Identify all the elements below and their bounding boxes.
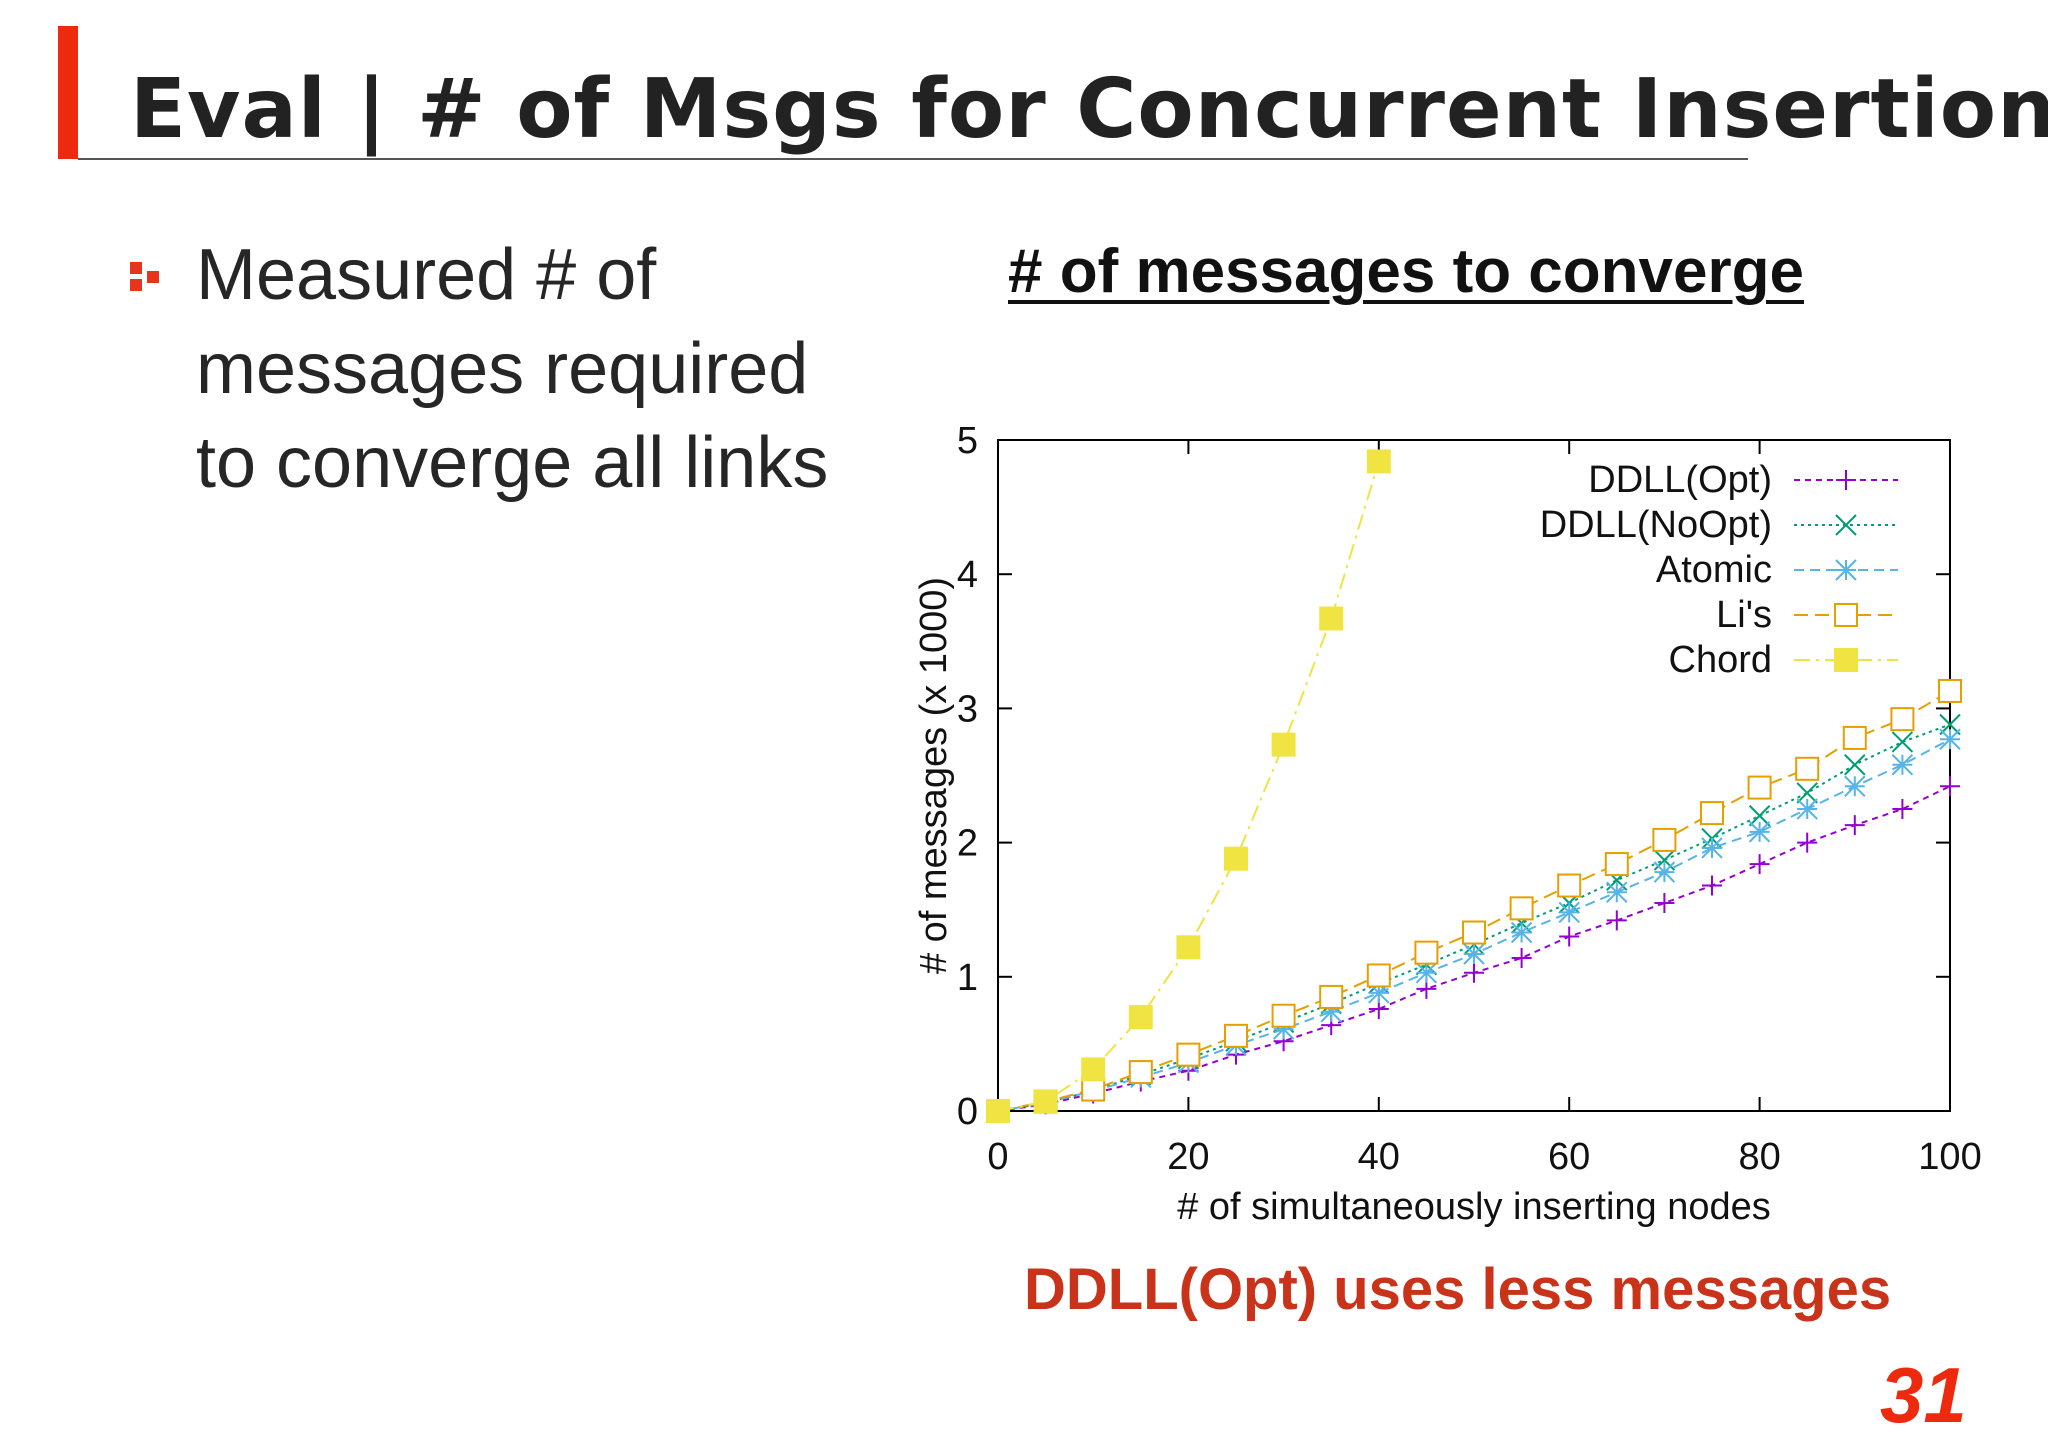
data-point-0-17 (1797, 832, 1818, 853)
data-point-3-14 (1652, 827, 1677, 852)
data-point-4-4 (1176, 935, 1201, 960)
data-point-4-1 (1033, 1089, 1058, 1114)
data-point-0-16 (1749, 854, 1770, 875)
data-point-3-20 (1938, 678, 1962, 703)
data-point-2-11 (1510, 921, 1533, 944)
data-point-4-5 (1224, 846, 1248, 871)
x-tick-label: 60 (1548, 1136, 1590, 1178)
legend-label-0: DDLL(Opt) (1588, 459, 1772, 501)
data-point-3-6 (1271, 1003, 1296, 1028)
y-tick-label: 4 (957, 554, 978, 596)
legend-marker-2 (1835, 559, 1857, 581)
data-point-4-2 (1081, 1057, 1106, 1082)
y-tick-label: 0 (957, 1091, 978, 1133)
y-tick-label: 3 (957, 688, 978, 730)
data-point-0-11 (1511, 948, 1532, 969)
data-point-2-15 (1701, 837, 1723, 859)
y-tick-label: 1 (957, 957, 978, 999)
legend-marker-0 (1836, 470, 1856, 490)
x-tick-label: 20 (1167, 1136, 1209, 1178)
x-tick-label: 80 (1738, 1136, 1780, 1178)
data-point-2-18 (1844, 775, 1866, 797)
x-axis-label: # of simultaneously inserting nodes (1177, 1186, 1771, 1228)
data-point-4-3 (1128, 1005, 1153, 1030)
data-point-4-6 (1271, 732, 1296, 757)
legend-marker-4 (1834, 648, 1858, 672)
x-tick-label: 0 (987, 1136, 1008, 1178)
data-point-1-19 (1891, 731, 1914, 753)
x-tick-label: 40 (1358, 1136, 1400, 1178)
chart-title: # of messages to converge (1008, 237, 1804, 306)
data-point-3-3 (1128, 1060, 1153, 1085)
callout-text: DDLL(Opt) uses less messages (1024, 1257, 1892, 1322)
legend-label-2: Atomic (1656, 549, 1772, 591)
y-tick-label: 2 (957, 823, 978, 865)
data-point-3-12 (1557, 873, 1582, 898)
series-line-1 (997, 723, 1951, 1112)
data-point-3-9 (1414, 940, 1439, 965)
data-point-2-9 (1415, 962, 1438, 984)
data-point-3-8 (1366, 963, 1391, 988)
data-point-2-12 (1558, 901, 1580, 924)
data-point-2-10 (1463, 943, 1485, 965)
data-point-3-5 (1224, 1023, 1248, 1048)
data-point-1-18 (1844, 754, 1866, 776)
bullet-icon (130, 262, 164, 292)
data-point-3-17 (1795, 756, 1820, 781)
data-point-2-19 (1891, 754, 1914, 776)
series-line-3 (997, 690, 1951, 1112)
data-point-0-20 (1940, 776, 1960, 797)
data-point-4-7 (1319, 606, 1344, 631)
data-point-2-16 (1748, 821, 1771, 843)
data-point-2-17 (1796, 798, 1818, 820)
data-point-2-20 (1939, 728, 1961, 750)
data-point-0-15 (1702, 875, 1722, 896)
plot-frame (997, 439, 1951, 1112)
data-point-0-19 (1892, 799, 1913, 820)
data-point-0-14 (1654, 892, 1675, 913)
legend-label-3: Li's (1716, 594, 1772, 636)
data-point-2-6 (1272, 1018, 1295, 1040)
data-point-2-8 (1368, 982, 1390, 1004)
data-point-4-8 (1366, 449, 1391, 474)
data-point-0-13 (1606, 910, 1627, 931)
data-point-1-17 (1796, 782, 1818, 804)
x-tick-label: 100 (1918, 1136, 1981, 1178)
data-point-0-12 (1559, 926, 1580, 947)
slide-title: Eval | # of Msgs for Concurrent Insertio… (130, 62, 2048, 157)
data-point-3-10 (1462, 920, 1486, 945)
data-point-1-16 (1748, 805, 1771, 827)
legend-marker-3 (1834, 603, 1858, 627)
data-point-0-18 (1844, 815, 1865, 836)
data-point-2-13 (1606, 881, 1628, 903)
y-tick-label: 5 (957, 420, 978, 462)
legend-marker-1 (1835, 514, 1857, 536)
data-point-1-20 (1939, 713, 1961, 736)
bullet-text: Measured # of messages required to conve… (196, 235, 829, 503)
data-point-0-10 (1464, 962, 1484, 983)
legend-label-1: DDLL(NoOpt) (1540, 504, 1772, 546)
data-point-3-15 (1700, 801, 1724, 826)
data-point-3-4 (1176, 1042, 1201, 1067)
data-point-3-11 (1509, 896, 1534, 921)
title-accent-bar (58, 26, 78, 159)
legend-label-4: Chord (1669, 639, 1773, 681)
data-point-4-0 (986, 1099, 1010, 1123)
data-point-3-7 (1319, 984, 1344, 1009)
y-axis-label: # of messages (x 1000) (913, 577, 955, 974)
data-point-3-19 (1890, 707, 1915, 732)
data-point-3-2 (1081, 1077, 1106, 1102)
data-point-3-13 (1604, 852, 1629, 877)
data-point-3-16 (1747, 775, 1772, 800)
data-point-2-7 (1320, 1000, 1342, 1023)
data-point-2-14 (1653, 861, 1676, 883)
data-point-3-18 (1842, 725, 1867, 750)
title-divider (78, 158, 1748, 160)
page-number: 31 (1880, 1351, 1967, 1439)
